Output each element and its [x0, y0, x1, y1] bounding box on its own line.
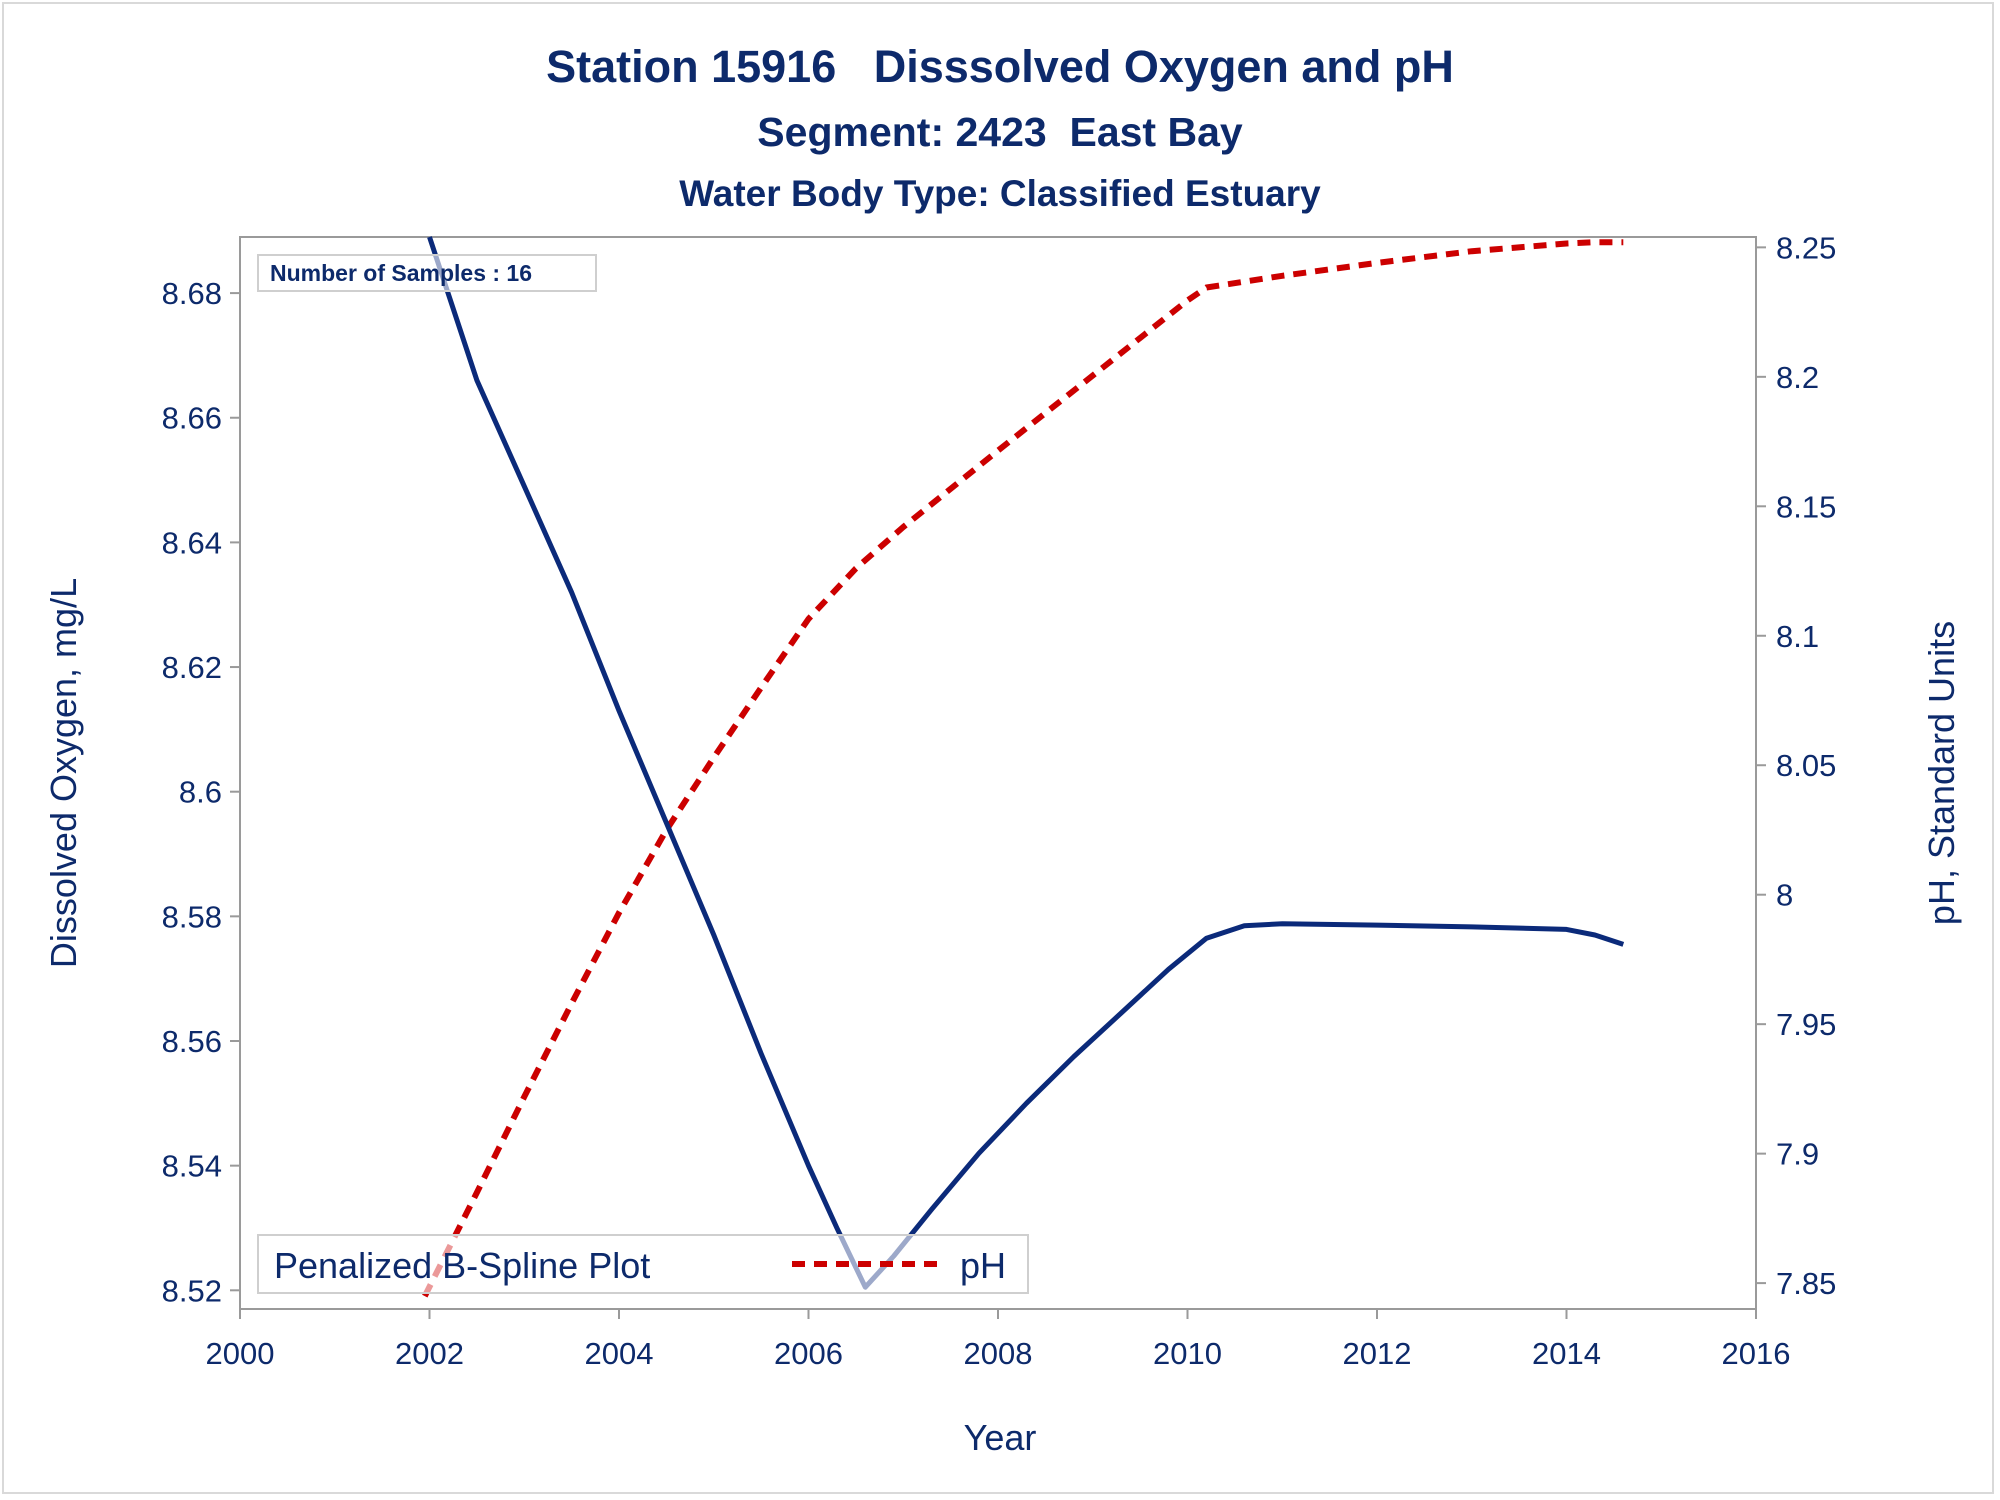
y2-tick-label: 8.15 [1776, 489, 1836, 524]
y-tick-label: 8.54 [162, 1149, 222, 1184]
legend-frame [257, 1234, 1029, 1294]
y-tick-label: 8.64 [162, 525, 222, 560]
y-tick-label: 8.66 [162, 401, 222, 436]
sample-count-box: Number of Samples : 16 [257, 254, 597, 292]
y-tick-label: 8.56 [162, 1024, 222, 1059]
x-tick-label: 2000 [206, 1336, 275, 1371]
legend: Penalized B-Spline Plot pH [257, 1234, 1029, 1294]
legend-label-ph: pH [960, 1245, 1006, 1286]
sample-count-frame [257, 254, 597, 292]
y-axis-label: Dissolved Oxygen, mg/L [43, 578, 84, 968]
plot-area [239, 236, 1757, 1310]
x-tick-label: 2002 [395, 1336, 464, 1371]
chart-title: Station 15916 Disssolved Oxygen and pH [546, 41, 1454, 92]
x-tick-label: 2016 [1722, 1336, 1791, 1371]
legend-title: Penalized B-Spline Plot [274, 1245, 650, 1286]
x-tick-label: 2012 [1343, 1336, 1412, 1371]
x-tick-label: 2006 [774, 1336, 843, 1371]
y2-tick-label: 8.25 [1776, 230, 1836, 265]
x-axis-label: Year [964, 1417, 1037, 1458]
y2-tick-label: 8.05 [1776, 748, 1836, 783]
y2-tick-label: 8 [1776, 878, 1793, 913]
sample-count-text: Number of Samples : 16 [270, 260, 532, 286]
y-tick-label: 8.68 [162, 276, 222, 311]
y-tick-label: 8.6 [179, 775, 222, 810]
x-axis: 2000 2002 2004 2006 2008 2010 2012 2014 2016 [206, 1309, 1791, 1371]
x-tick-label: 2004 [585, 1336, 654, 1371]
y-tick-label: 8.62 [162, 650, 222, 685]
y2-tick-label: 7.9 [1776, 1137, 1819, 1172]
x-tick-label: 2008 [964, 1336, 1033, 1371]
y-axis-left: 8.52 8.54 8.56 8.58 8.6 8.62 8.64 8.66 8.68 [162, 276, 240, 1308]
x-tick-label: 2010 [1153, 1336, 1222, 1371]
y2-tick-label: 8.1 [1776, 619, 1819, 654]
dissolved-oxygen-line [427, 236, 1625, 1290]
y2-tick-label: 7.95 [1776, 1007, 1836, 1042]
chart-subtitle-2: Water Body Type: Classified Estuary [679, 173, 1321, 214]
series-layer [422, 236, 1625, 1298]
y-axis-right: 7.85 7.9 7.95 8 8.05 8.1 8.15 8.2 8.25 [1756, 230, 1836, 1301]
y-tick-label: 8.58 [162, 899, 222, 934]
y-tick-label: 8.52 [162, 1273, 222, 1308]
y2-tick-label: 8.2 [1776, 360, 1819, 395]
chart-subtitle: Segment: 2423 East Bay [757, 109, 1243, 155]
x-tick-label: 2014 [1532, 1336, 1601, 1371]
y2-tick-label: 7.85 [1776, 1266, 1836, 1301]
ph-line [422, 239, 1624, 1298]
y2-axis-label: pH, Standard Units [1921, 621, 1962, 925]
